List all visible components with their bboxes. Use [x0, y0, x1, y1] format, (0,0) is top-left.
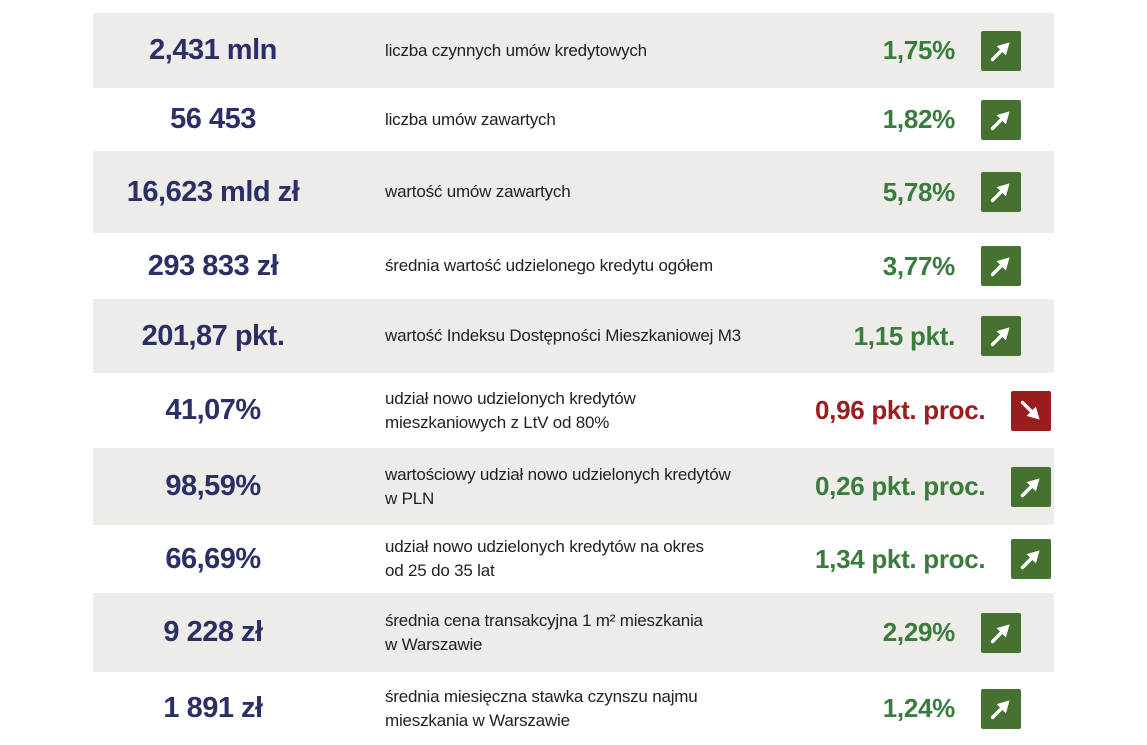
metric-change: 2,29% — [882, 617, 956, 647]
metric-change: 5,78% — [882, 176, 956, 207]
metric-description: średnia wartość udzielonego kredytu ogół… — [385, 256, 714, 275]
table-row: 1 891 zł średnia miesięczna stawka czyns… — [93, 672, 1054, 745]
metric-description: liczba czynnych umów kredytowych — [385, 40, 647, 60]
metric-change: 1,24% — [882, 693, 956, 723]
metric-description: udział nowo udzielonych kredytów na okre… — [385, 537, 704, 580]
metric-change: 1,34 pkt. proc. — [815, 543, 986, 574]
metric-value: 66,69% — [165, 542, 261, 575]
metric-description: średnia miesięczna stawka czynszu najmu … — [385, 686, 698, 730]
metric-change: 1,15 pkt. — [853, 320, 956, 351]
table-row: 41,07% udział nowo udzielonych kredytów … — [93, 373, 1054, 448]
table-row: 201,87 pkt. wartość Indeksu Dostępności … — [93, 299, 1054, 373]
up-trend-arrow-icon — [981, 30, 1021, 71]
metric-value: 98,59% — [165, 470, 261, 502]
up-trend-arrow-icon — [1011, 539, 1052, 579]
table-row: 98,59% wartościowy udział nowo udzielony… — [93, 448, 1054, 525]
metric-value: 293 833 zł — [147, 249, 279, 282]
metric-change: 3,77% — [882, 250, 956, 281]
metric-value: 2,431 mln — [149, 34, 277, 66]
metric-description: wartościowy udział nowo udzielonych kred… — [385, 464, 731, 508]
key-indicators-table: 2,431 mln liczba czynnych umów kredytowy… — [93, 13, 1054, 745]
up-trend-arrow-icon — [981, 99, 1021, 140]
up-trend-arrow-icon — [981, 246, 1021, 286]
metric-description: wartość umów zawartych — [385, 182, 571, 201]
metric-description: liczba umów zawartych — [385, 109, 556, 129]
metric-value: 16,623 mld zł — [126, 175, 300, 208]
table-row: 16,623 mld zł wartość umów zawartych 5,7… — [93, 151, 1054, 233]
table-row: 56 453 liczba umów zawartych 1,82% — [93, 88, 1054, 151]
table-row: 9 228 zł średnia cena transakcyjna 1 m² … — [93, 593, 1054, 672]
metric-value: 9 228 zł — [163, 616, 263, 648]
up-trend-arrow-icon — [981, 172, 1021, 212]
metric-change: 1,75% — [882, 35, 956, 65]
metric-description: średnia cena transakcyjna 1 m² mieszkani… — [385, 610, 703, 654]
metric-description: udział nowo udzielonych kredytów mieszka… — [385, 388, 636, 432]
metric-value: 41,07% — [165, 394, 261, 426]
table-row: 293 833 zł średnia wartość udzielonego k… — [93, 233, 1054, 299]
up-trend-arrow-icon — [981, 316, 1021, 356]
metric-value: 1 891 zł — [163, 692, 263, 724]
metric-change: 0,26 pkt. proc. — [815, 471, 986, 501]
table-row: 66,69% udział nowo udzielonych kredytów … — [93, 525, 1054, 593]
metric-value: 201,87 pkt. — [141, 319, 285, 352]
metric-value: 56 453 — [170, 103, 256, 135]
down-trend-arrow-icon — [1011, 390, 1052, 431]
up-trend-arrow-icon — [981, 688, 1021, 729]
table-row: 2,431 mln liczba czynnych umów kredytowy… — [93, 13, 1054, 88]
metric-change: 1,82% — [882, 104, 956, 134]
up-trend-arrow-icon — [1011, 466, 1052, 507]
metric-change: 0,96 pkt. proc. — [815, 395, 986, 425]
metric-description: wartość Indeksu Dostępności Mieszkaniowe… — [385, 326, 741, 345]
up-trend-arrow-icon — [981, 612, 1021, 653]
